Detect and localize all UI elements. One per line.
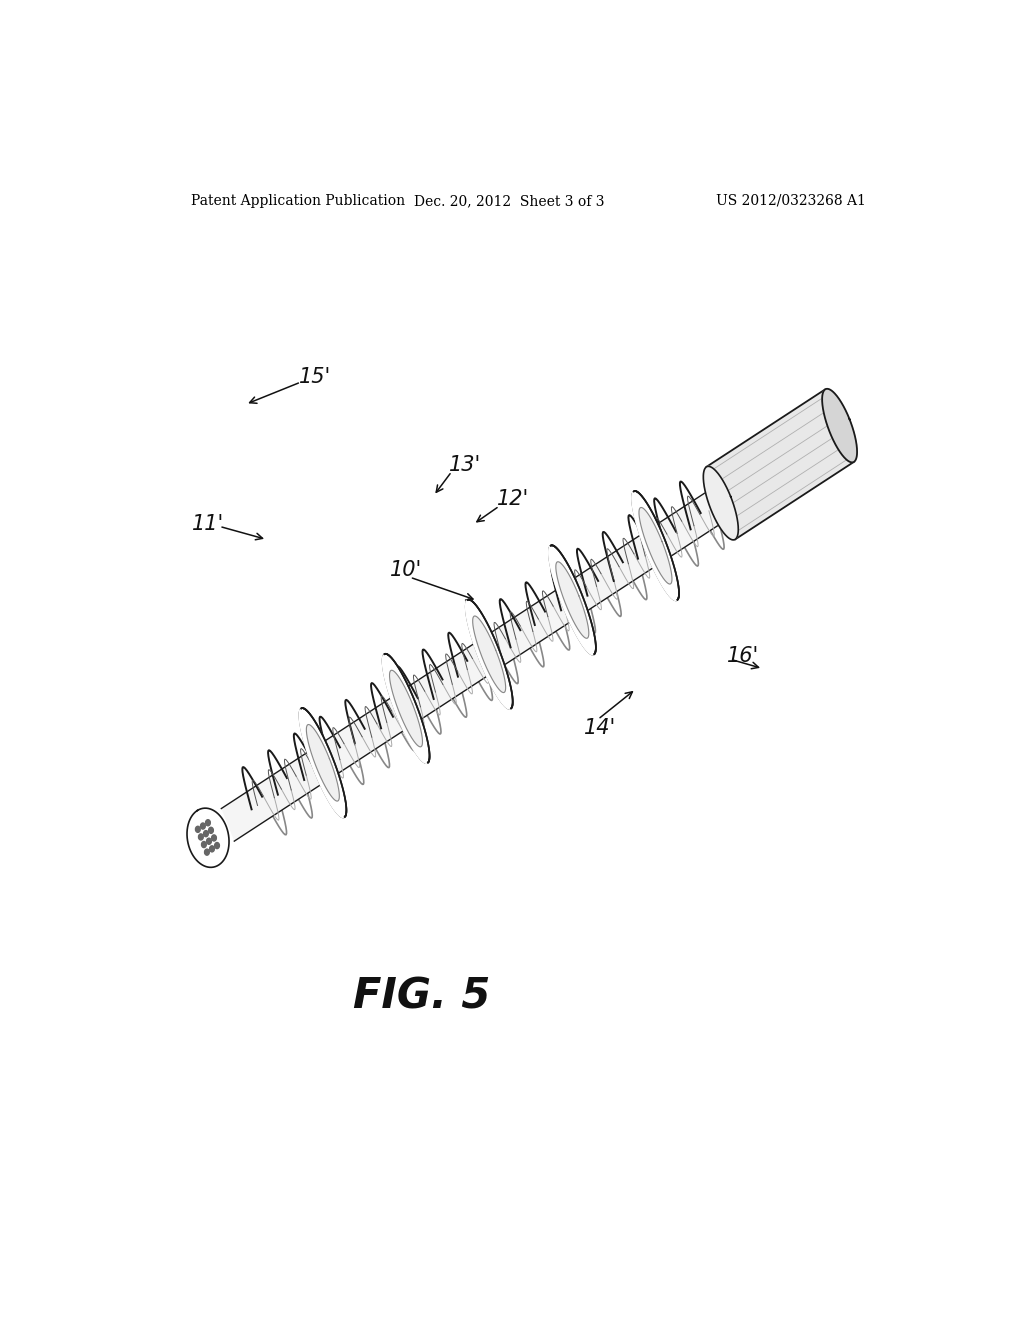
Polygon shape [632,491,679,601]
Circle shape [207,838,211,845]
Polygon shape [556,562,589,639]
Circle shape [201,822,205,829]
Polygon shape [382,653,429,763]
Text: FIG. 5: FIG. 5 [353,975,490,1018]
Text: 13': 13' [450,455,481,475]
Text: 10': 10' [390,560,422,579]
Circle shape [205,849,209,855]
Text: Dec. 20, 2012  Sheet 3 of 3: Dec. 20, 2012 Sheet 3 of 3 [414,194,604,209]
Polygon shape [822,389,857,462]
Circle shape [202,841,206,847]
Text: US 2012/0323268 A1: US 2012/0323268 A1 [716,194,866,209]
Circle shape [212,836,216,841]
Polygon shape [707,389,854,540]
Text: 11': 11' [191,515,223,535]
Polygon shape [703,466,738,540]
Polygon shape [549,545,596,655]
Polygon shape [389,671,423,747]
Text: 14': 14' [585,718,616,738]
Text: 12': 12' [497,488,529,510]
Text: Patent Application Publication: Patent Application Publication [191,194,406,209]
Polygon shape [473,616,506,693]
Polygon shape [299,708,346,817]
Circle shape [199,834,203,840]
Circle shape [215,842,219,849]
Polygon shape [221,421,828,841]
Circle shape [210,846,214,851]
Polygon shape [639,507,672,583]
Circle shape [209,828,213,833]
Circle shape [204,830,208,837]
Text: 16': 16' [727,647,760,667]
Circle shape [206,820,210,826]
Polygon shape [187,808,229,867]
Polygon shape [306,725,339,801]
Circle shape [196,826,201,833]
Polygon shape [466,599,513,709]
Text: 15': 15' [299,367,331,387]
